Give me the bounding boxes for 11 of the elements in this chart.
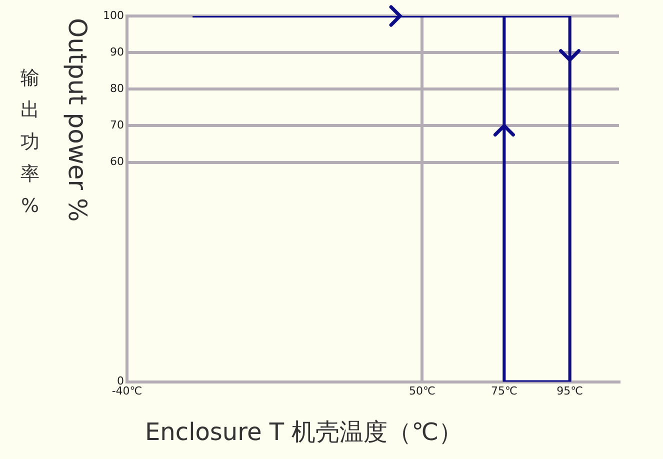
y-tick-label: 70 bbox=[110, 118, 124, 132]
y-tick-label: 80 bbox=[110, 82, 124, 96]
y-axis-title: Output power % bbox=[63, 18, 92, 222]
y-tick-label: 60 bbox=[110, 155, 124, 168]
y-tick-label: 100 bbox=[102, 8, 124, 22]
y-tick-label: 90 bbox=[110, 45, 124, 58]
x-tick-label: 50℃ bbox=[409, 384, 436, 398]
text: 输出功率% bbox=[20, 66, 40, 219]
x-axis-title: Enclosure T 机壳温度（℃） bbox=[145, 417, 463, 448]
x-tick-label: 95℃ bbox=[556, 384, 583, 398]
x-tick-label: 75℃ bbox=[491, 384, 518, 398]
